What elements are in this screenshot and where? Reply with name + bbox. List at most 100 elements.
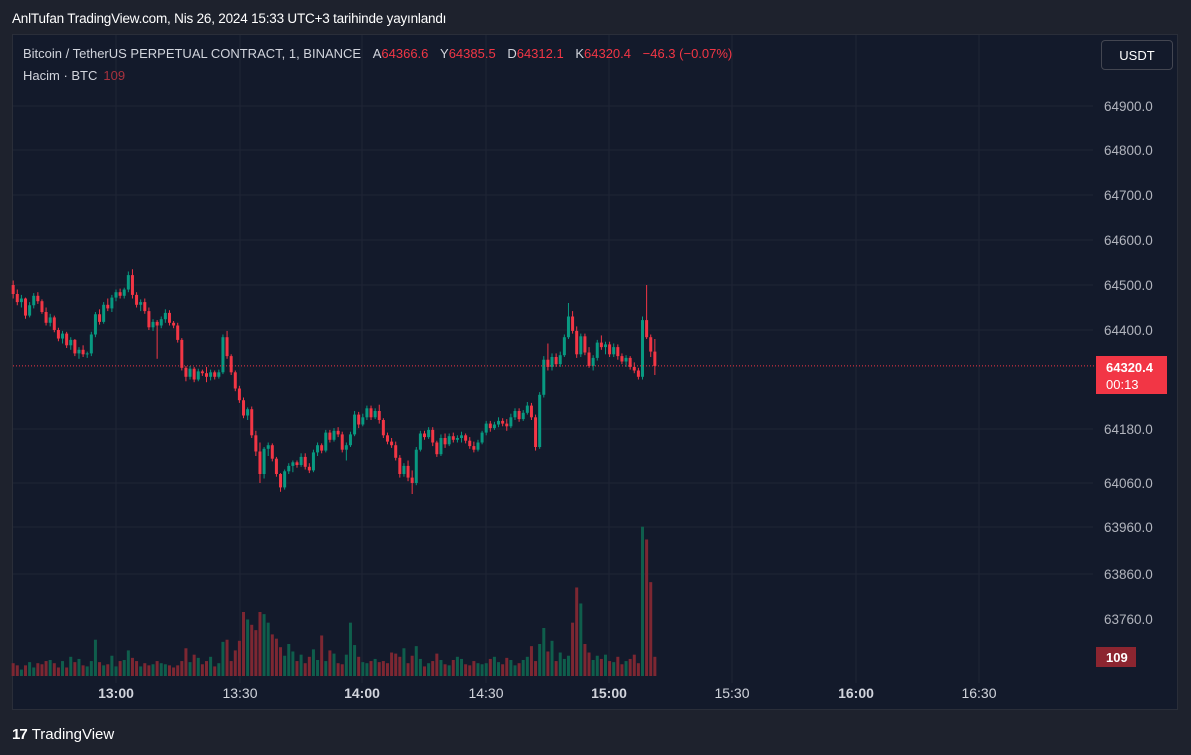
volume-bar — [320, 635, 324, 676]
candle-body — [126, 275, 130, 290]
candle-body — [291, 462, 295, 466]
candle-body — [328, 432, 332, 440]
candle-body — [550, 357, 554, 367]
volume-bar — [381, 661, 385, 676]
candle-body — [163, 312, 167, 320]
volume-bar — [258, 612, 262, 676]
y-tick-label: 64500.0 — [1104, 278, 1153, 293]
volume-bar — [562, 658, 566, 676]
volume-legend[interactable]: Hacim · BTC 109 — [23, 68, 125, 83]
candle-body — [431, 429, 435, 443]
candle-body — [48, 317, 52, 323]
tradingview-brand: TradingView — [31, 725, 115, 743]
candle-body — [40, 301, 44, 312]
volume-bar — [69, 656, 73, 676]
volume-label[interactable]: Hacim · BTC — [23, 68, 98, 83]
volume-bar — [192, 654, 196, 676]
candle-body — [641, 320, 645, 377]
volume-bar — [587, 652, 591, 676]
volume-bar — [184, 648, 188, 676]
volume-bar — [653, 656, 657, 676]
volume-bar — [229, 661, 233, 676]
candle-body — [44, 312, 48, 323]
volume-bar — [200, 664, 204, 676]
volume-bar — [529, 646, 533, 676]
volume-bar — [402, 648, 406, 676]
volume-bar — [348, 622, 352, 676]
volume-bar — [196, 657, 200, 676]
candle-body — [122, 289, 126, 296]
ohlc-legend[interactable]: Bitcoin / TetherUS PERPETUAL CONTRACT, 1… — [23, 46, 732, 61]
candle-body — [283, 471, 287, 488]
volume-bar — [262, 614, 266, 676]
volume-bar — [233, 650, 237, 676]
volume-bar — [102, 665, 106, 676]
candle-body — [204, 373, 208, 377]
volume-bar — [579, 603, 583, 676]
candle-body — [172, 322, 176, 326]
candle-body — [213, 372, 217, 377]
candle-body — [608, 344, 612, 355]
candle-body — [56, 330, 60, 339]
candle-body — [237, 388, 241, 401]
price-badge-value: 64320.4 — [1106, 360, 1154, 375]
y-tick-label: 64180.0 — [1104, 422, 1153, 437]
candle-body — [649, 337, 653, 352]
volume-bar — [373, 658, 377, 676]
volume-bar — [118, 661, 122, 676]
x-tick-label: 15:30 — [714, 685, 749, 701]
volume-bar — [110, 655, 114, 676]
volume-bar — [151, 664, 155, 676]
candle-body — [624, 357, 628, 362]
volume-bar — [492, 656, 496, 676]
candle-body — [620, 356, 624, 362]
y-tick-label: 63860.0 — [1104, 567, 1153, 582]
volume-bar — [418, 658, 422, 676]
candle-body — [410, 477, 414, 483]
candle-body — [93, 314, 97, 335]
volume-bar — [612, 662, 616, 676]
volume-bar — [497, 662, 501, 676]
candle-body — [583, 336, 587, 353]
volume-bar — [217, 663, 221, 676]
candle-body — [414, 449, 418, 483]
volume-bar — [143, 663, 147, 676]
candle-body — [344, 445, 348, 450]
volume-bar — [274, 638, 278, 676]
currency-button[interactable]: USDT — [1101, 40, 1173, 70]
volume-bar — [204, 661, 208, 676]
candle-body — [435, 442, 439, 455]
x-tick-label: 14:00 — [344, 685, 380, 701]
volume-bar — [398, 656, 402, 676]
candle-body — [65, 333, 69, 346]
volume-bar — [455, 656, 459, 676]
candle-body — [295, 462, 299, 465]
symbol-title[interactable]: Bitcoin / TetherUS PERPETUAL CONTRACT, 1… — [23, 46, 362, 61]
volume-bar — [77, 658, 81, 676]
volume-bar — [93, 639, 97, 676]
volume-bar — [513, 665, 517, 676]
volume-bar — [443, 664, 447, 676]
candle-body — [73, 339, 77, 354]
volume-bar — [52, 663, 56, 676]
time-axis: 13:00 13:30 14:00 14:30 15:00 15:30 16:00 16:30 — [98, 685, 997, 701]
volume-bar — [36, 663, 40, 676]
candle-body — [287, 465, 291, 472]
volume-bar — [299, 654, 303, 676]
candle-body — [242, 400, 246, 416]
high-label: Y — [440, 46, 449, 61]
candle-body — [69, 339, 73, 346]
change-value: −46.3 (−0.07%) — [642, 46, 733, 61]
candle-body — [484, 423, 488, 433]
candle-body — [200, 371, 204, 374]
candle-body — [451, 436, 455, 440]
candle-body — [135, 294, 139, 305]
volume-bar — [468, 665, 472, 676]
candle-body — [155, 321, 159, 326]
candle-body — [418, 433, 422, 450]
volume-bar — [377, 662, 381, 676]
candle-body — [455, 438, 459, 440]
volume-bar — [266, 622, 270, 676]
volume-bar — [460, 658, 464, 676]
